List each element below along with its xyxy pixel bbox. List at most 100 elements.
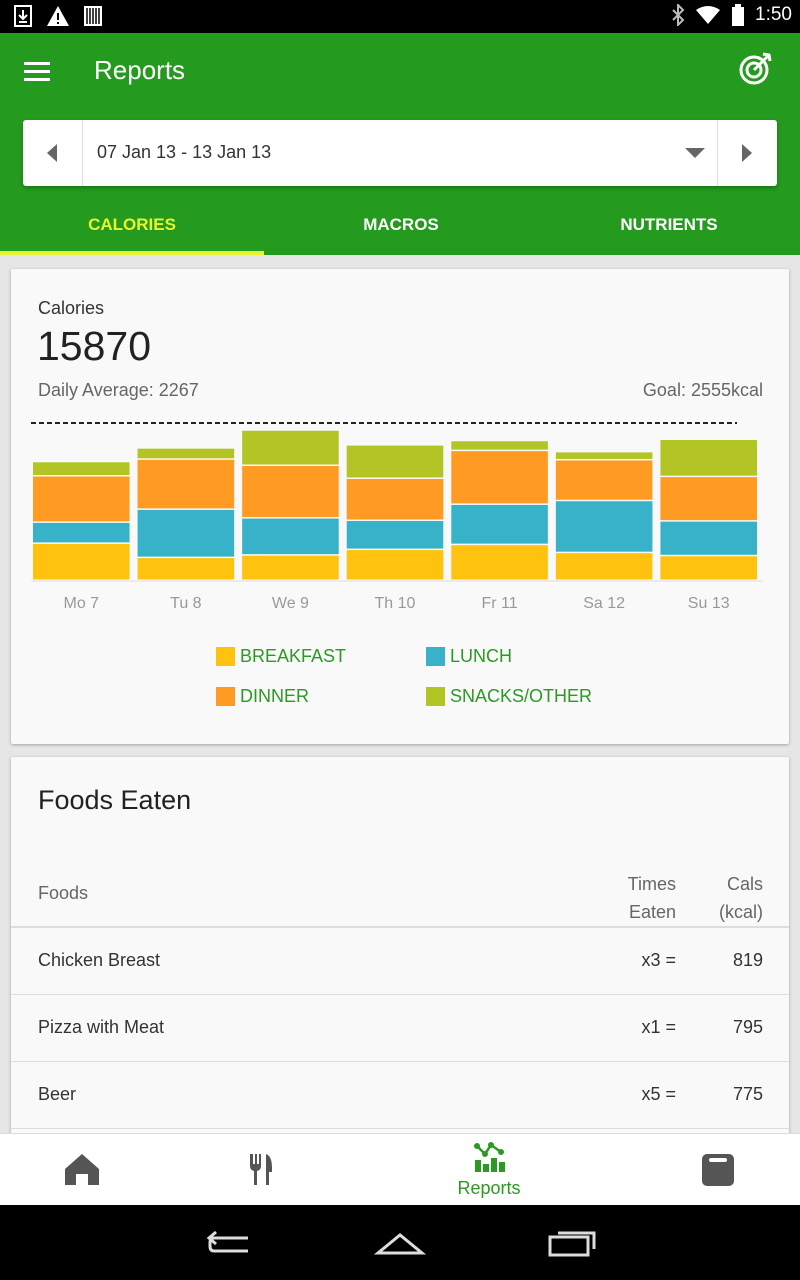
tab-calories[interactable]: CALORIES <box>0 201 264 255</box>
bar-segment-dinner <box>346 478 444 520</box>
previous-week-button[interactable] <box>23 120 83 186</box>
x-tick-label: Sa 12 <box>583 595 625 612</box>
bar-segment-dinner <box>33 476 130 522</box>
x-tick-label: Fr 11 <box>481 595 517 612</box>
bar-segment-snacks-other <box>137 448 235 459</box>
tab-macros[interactable]: MACROS <box>363 215 439 234</box>
food-cals: 795 <box>732 1017 763 1037</box>
bar-segment-breakfast <box>346 550 444 580</box>
bar-segment-breakfast <box>33 543 130 580</box>
nav-weight[interactable] <box>676 1134 760 1206</box>
bar-segment-lunch <box>451 504 548 544</box>
foods-eaten-card: Foods Eaten Foods Times Eaten Cals (kcal… <box>11 757 789 1157</box>
column-times-line1: Times <box>627 874 676 894</box>
bar-segment-dinner <box>451 451 548 504</box>
legend-label: DINNER <box>240 686 310 706</box>
bar-segment-dinner <box>555 460 653 500</box>
fork-knife-icon <box>250 1154 272 1185</box>
calories-total: 15870 <box>37 323 152 369</box>
column-foods: Foods <box>38 883 89 903</box>
download-notification-icon <box>14 5 32 27</box>
scale-icon <box>702 1154 734 1186</box>
nav-home[interactable] <box>40 1134 124 1206</box>
food-cals: 819 <box>732 950 763 970</box>
home-outline-icon <box>373 1233 427 1255</box>
arrow-right-icon <box>742 144 752 162</box>
table-row[interactable]: Chicken Breast x3 = 819 <box>11 928 789 995</box>
system-back-button[interactable] <box>200 1225 260 1261</box>
bar-segment-breakfast <box>451 545 548 580</box>
legend-swatch <box>216 687 235 706</box>
food-times: x5 = <box>641 1084 676 1104</box>
calories-label: Calories <box>38 298 105 318</box>
food-cals: 775 <box>732 1084 763 1104</box>
system-home-button[interactable] <box>370 1225 430 1261</box>
x-tick-label: Tu 8 <box>170 595 202 612</box>
foods-eaten-title: Foods Eaten <box>38 785 192 815</box>
nav-reports[interactable]: Reports <box>439 1134 539 1206</box>
daily-average: Daily Average: 2267 <box>38 380 199 400</box>
clock: 1:50 <box>755 4 792 25</box>
system-recents-button[interactable] <box>540 1225 600 1261</box>
nav-diary[interactable] <box>220 1134 304 1206</box>
legend-lunch: LUNCH <box>426 646 512 667</box>
next-week-button[interactable] <box>717 120 777 186</box>
food-times: x3 = <box>641 950 676 970</box>
legend-label: SNACKS/OTHER <box>450 686 593 706</box>
bar-segment-snacks-other <box>660 440 757 476</box>
recents-icon <box>548 1231 596 1257</box>
menu-button[interactable] <box>24 62 52 84</box>
column-times-eaten: Times Eaten <box>606 870 676 926</box>
reports-chart-icon <box>474 1142 505 1172</box>
bluetooth-icon <box>672 4 685 26</box>
bar-segment-breakfast <box>660 556 757 580</box>
barcode-notification-icon <box>84 6 102 26</box>
status-bar: 1:50 <box>0 0 800 33</box>
chevron-down-icon[interactable] <box>685 148 705 158</box>
goal-target-icon[interactable] <box>738 50 774 86</box>
bar-segment-lunch <box>137 509 235 557</box>
legend-snacks: SNACKS/OTHER <box>426 686 592 707</box>
x-tick-label: We 9 <box>272 595 309 612</box>
calories-card: Calories 15870 Daily Average: 2267 Goal:… <box>11 269 789 744</box>
food-name: Beer <box>38 1084 77 1104</box>
x-tick-label: Th 10 <box>375 595 416 612</box>
bar-segment-lunch <box>242 518 339 555</box>
bar-segment-snacks-other <box>33 462 130 476</box>
calorie-goal: Goal: 2555kcal <box>642 380 763 400</box>
legend-label: LUNCH <box>450 646 513 666</box>
bar-segment-dinner <box>242 465 339 518</box>
bar-segment-breakfast <box>242 555 339 580</box>
legend-breakfast: BREAKFAST <box>216 646 346 667</box>
legend-swatch <box>426 647 445 666</box>
bar-segment-lunch <box>555 501 653 552</box>
app-bar: Reports 07 Jan 13 - 13 Jan 13 CALORIES M… <box>0 33 800 255</box>
bar-segment-breakfast <box>137 558 235 580</box>
column-cals-line2: (kcal) <box>719 902 763 922</box>
home-icon <box>65 1154 99 1185</box>
food-name: Chicken Breast <box>38 950 161 970</box>
bar-segment-breakfast <box>555 553 653 580</box>
bar-segment-snacks-other <box>346 445 444 478</box>
column-cals: Cals (kcal) <box>703 870 763 926</box>
bottom-navigation: Reports <box>0 1133 800 1205</box>
bar-segment-dinner <box>137 459 235 509</box>
report-tabs: CALORIES MACROS NUTRIENTS <box>0 201 800 255</box>
table-row[interactable]: Beer x5 = 775 <box>11 1062 789 1129</box>
food-name: Pizza with Meat <box>38 1017 165 1037</box>
legend-swatch <box>426 687 445 706</box>
page-title: Reports <box>94 55 186 85</box>
bar-segment-lunch <box>346 521 444 549</box>
system-navigation-bar <box>0 1205 800 1280</box>
column-cals-line1: Cals <box>726 874 763 894</box>
x-tick-label: Su 13 <box>688 595 730 612</box>
foods-table-header: Foods Times Eaten Cals (kcal) <box>11 865 789 928</box>
legend-dinner: DINNER <box>216 686 309 707</box>
tab-nutrients[interactable]: NUTRIENTS <box>620 215 718 234</box>
table-row[interactable]: Pizza with Meat x1 = 795 <box>11 995 789 1062</box>
calories-stacked-bar-chart: Mo 7 Tu 8 We 9 Th 10 Fr 11 Sa 12 Su 13 <box>31 422 763 612</box>
arrow-left-icon <box>47 144 57 162</box>
bar-segment-snacks-other <box>242 430 339 465</box>
date-range-label: 07 Jan 13 - 13 Jan 13 <box>97 142 272 162</box>
bar-segment-snacks-other <box>451 441 548 450</box>
